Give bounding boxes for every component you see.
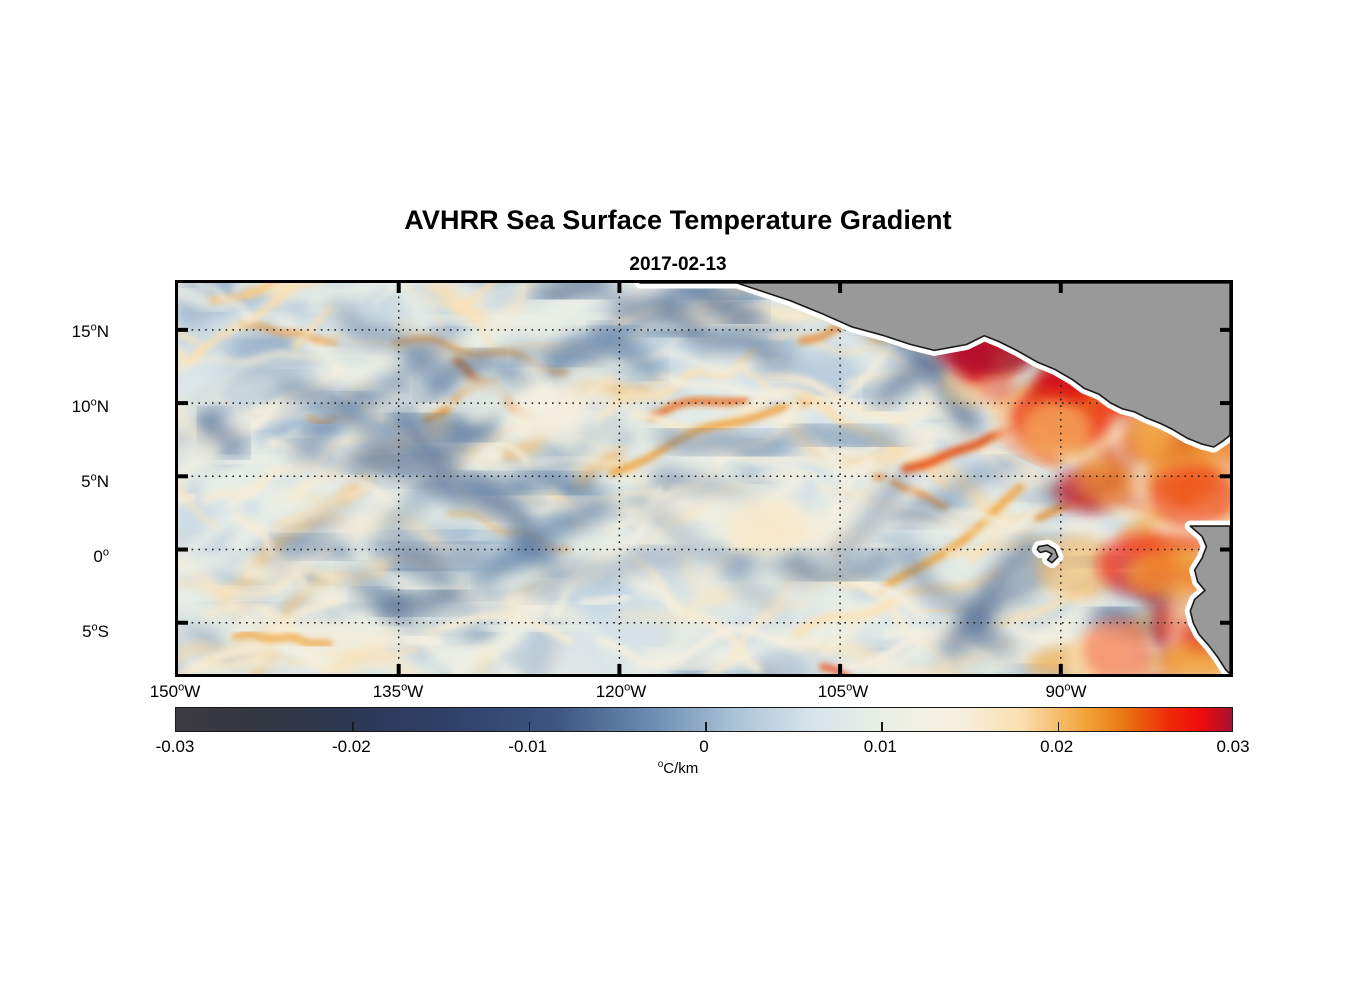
colorbar-tick-mark-1 [352,722,354,731]
colorbar-unit-label: oC/km [657,759,699,778]
sst-gradient-heatmap [178,283,1230,674]
colorbar-tick-mark-2 [528,722,531,731]
y-axis-tick-1: 10oN [71,396,109,416]
colorbar-gradient [176,708,1232,731]
colorbar-tick-label-0: -0.03 [155,737,195,756]
y-axis-tick-2: 5oN [81,471,109,491]
x-axis-tick-3: 105oW [817,681,869,701]
x-axis-tick-0: 150oW [149,681,201,701]
x-axis-tick-4: 90oW [1045,681,1087,701]
y-axis-tick-4: 5oS [82,621,109,641]
colorbar-tick-label-4: 0.01 [863,737,897,756]
map-axes[interactable] [175,280,1233,677]
figure-subtitle: 2017-02-13 [629,254,727,275]
colorbar-tick-label-1: -0.02 [331,737,371,756]
colorbar-tick-label-5: 0.02 [1040,737,1074,756]
colorbar-tick-mark-3 [705,722,707,731]
land-mexico-central-america [639,283,1230,448]
colorbar-tick-mark-5 [1057,722,1060,731]
colorbar-tick-label-2: -0.01 [508,737,548,756]
page-title: AVHRR Sea Surface Temperature Gradient [404,205,952,235]
x-axis-tick-2: 120oW [595,681,647,701]
colorbar-tick-label-3: 0 [699,737,709,756]
land-galapagos [1036,544,1059,564]
colorbar-tick-mark-4 [881,722,883,731]
y-axis-tick-0: 15oN [71,321,109,341]
colorbar[interactable] [175,707,1233,732]
x-axis-tick-1: 135oW [372,681,424,701]
y-axis-tick-3: 0o [93,546,109,566]
land-south-america [1189,525,1230,674]
colorbar-tick-label-6: 0.03 [1216,737,1250,756]
